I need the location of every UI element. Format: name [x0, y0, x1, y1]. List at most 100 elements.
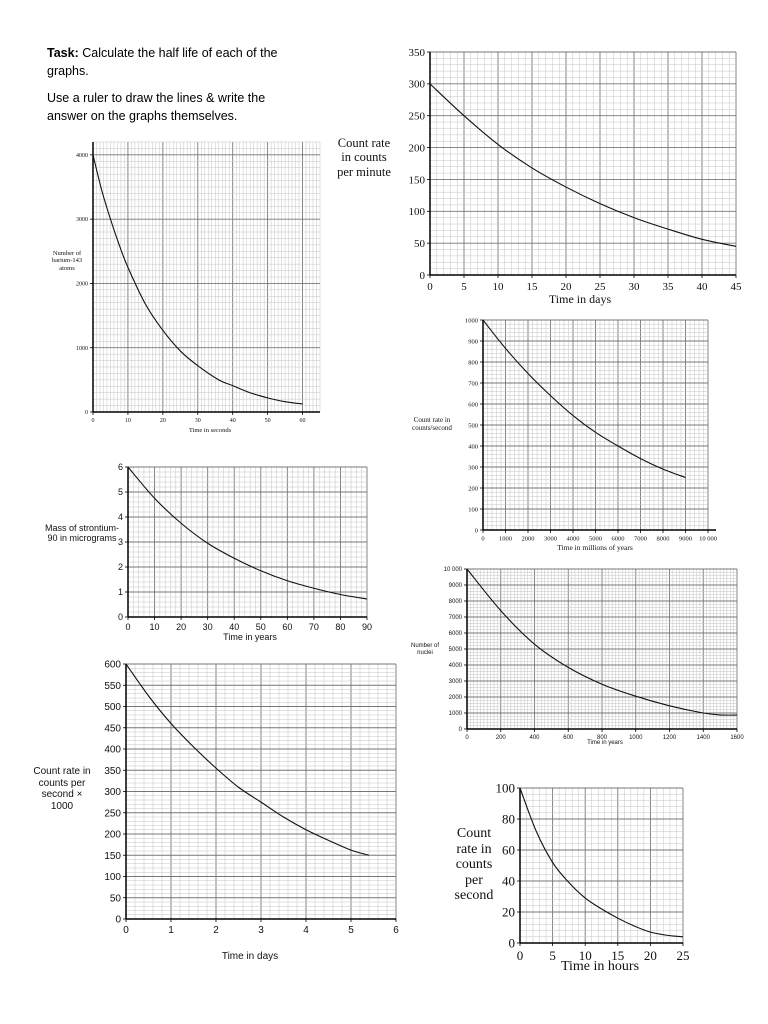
chart-6-y-tick-label: 250 [104, 808, 121, 819]
chart-7: 0 5 10 15 20 25 0 20 40 60 80 100 [496, 781, 690, 963]
chart2-ylabel: Count rate in counts per minute [337, 136, 391, 179]
chart1-xlabel: Time in seconds [188, 427, 232, 434]
chart-4-x-tick-label: 0 [125, 622, 130, 632]
chart-6: 0 1 2 3 4 5 6 0 50 100 150 200 250 300 350 400 450 500 550… [104, 660, 399, 937]
chart-4-y-tick-label: 3 [118, 537, 123, 547]
chart-2-y-tick-label: 50 [414, 238, 426, 250]
chart-4-grid [127, 466, 368, 618]
chart-5-y-tick-label: 10 000 [444, 567, 463, 573]
chart-2-x-tick-label: 0 [427, 281, 433, 293]
chart-3-y-tick-label: 300 [468, 464, 478, 471]
chart-3-x-tick-label: 1000 [499, 536, 512, 543]
chart-3-x-tick-label: 6000 [612, 536, 625, 543]
chart-1: 0 10 20 30 40 50 60 0 1000 2000 3000 4000 [76, 141, 321, 424]
chart-2-y-tick-label: 150 [409, 174, 426, 186]
chart-5-y-tick-label: 7000 [449, 615, 463, 621]
chart3-ylabel: Count rate in counts/second [412, 416, 452, 433]
chart-2-decay-curve [429, 83, 737, 247]
chart-6-y-tick-label: 0 [115, 915, 121, 926]
chart-7-x-tick-label: 15 [611, 948, 624, 963]
chart-6-decay-curve [125, 663, 370, 856]
chart-5-y-tick-label: 9000 [449, 583, 463, 589]
chart-3-x-tick-label: 0 [481, 536, 484, 543]
chart-5-y-tick-label: 3000 [449, 679, 463, 685]
chart-3-y-tick-label: 800 [468, 359, 478, 366]
chart-4-y-tick-label: 4 [118, 512, 123, 522]
chart-6-y-tick-label: 100 [104, 872, 121, 883]
chart7-xlabel: Time in hours [560, 959, 640, 974]
chart-1-y-tick-label: 0 [85, 410, 88, 416]
chart-6-y-tick-label: 200 [104, 830, 121, 841]
chart-5-x-tick-label: 800 [597, 735, 608, 741]
chart-4-x-tick-label: 70 [309, 622, 319, 632]
chart-5-x-tick-label: 200 [496, 735, 507, 741]
chart-7-y-tick-label: 100 [496, 781, 516, 796]
chart-7-grid [519, 787, 684, 944]
chart-1-y-tick-label: 1000 [76, 346, 88, 352]
chart-5-x-tick-label: 600 [563, 735, 574, 741]
task-bold-label: Task: [47, 46, 79, 60]
chart-2-y-tick-label: 0 [420, 270, 426, 282]
chart-1-x-tick-label: 10 [125, 418, 131, 424]
chart4-xlabel: Time in years [223, 632, 277, 642]
chart-6-grid [125, 663, 397, 920]
chart-3-y-tick-label: 700 [468, 380, 478, 387]
chart-2-x-tick-label: 20 [561, 281, 573, 293]
chart-5-y-tick-label: 2000 [449, 695, 463, 701]
chart-2-y-tick-label: 350 [409, 47, 426, 59]
chart-1-y-tick-label: 2000 [76, 282, 88, 288]
chart1-ylabel: Number of barium-143 atoms [51, 250, 83, 272]
chart-1-decay-curve [92, 154, 303, 405]
chart-3-y-tick-label: 600 [468, 401, 478, 408]
chart-3-y-tick-label: 200 [468, 485, 478, 492]
chart-3-y-tick-label: 1000 [465, 317, 478, 324]
chart-1-x-tick-label: 40 [230, 418, 236, 424]
chart-1-grid [92, 141, 321, 413]
chart-6-y-tick-label: 500 [104, 702, 121, 713]
chart-7-y-tick-label: 20 [502, 905, 515, 920]
chart-4-decay-curve [127, 466, 368, 600]
chart-6-x-tick-label: 0 [123, 925, 129, 936]
chart-3-x-tick-label: 3000 [544, 536, 557, 543]
chart-7-x-tick-label: 5 [549, 948, 556, 963]
chart-5-x-tick-label: 0 [465, 735, 469, 741]
chart-6-y-tick-label: 400 [104, 745, 121, 756]
task-text-2: Use a ruler to draw the lines & write th… [47, 91, 266, 123]
chart-5-x-tick-label: 1000 [629, 735, 643, 741]
chart-1-x-tick-label: 0 [92, 418, 95, 424]
chart-3-x-tick-label: 5000 [589, 536, 602, 543]
task-text-1: Calculate the half life of each of the g… [47, 46, 278, 78]
chart-5-y-tick-label: 1000 [449, 711, 463, 717]
chart-3-x-tick-label: 2000 [522, 536, 535, 543]
chart-5: 0 200 400 600 800 1000 1200 1400 1600 0 1000 2000 30… [444, 567, 745, 741]
chart-5-x-tick-label: 1600 [730, 735, 744, 741]
chart-7-y-tick-label: 0 [509, 936, 516, 951]
chart-4-x-tick-label: 90 [362, 622, 372, 632]
chart-1-x-tick-label: 60 [300, 418, 306, 424]
chart-6-x-tick-label: 6 [393, 925, 399, 936]
chart-4-y-tick-label: 0 [118, 612, 123, 622]
chart-1-x-tick-label: 30 [195, 418, 201, 424]
chart-6-y-tick-label: 450 [104, 723, 121, 734]
chart-4-x-tick-label: 60 [282, 622, 292, 632]
chart-3-decay-curve [482, 319, 686, 479]
chart-6-y-tick-label: 550 [104, 681, 121, 692]
chart-7-x-tick-label: 10 [579, 948, 592, 963]
chart2-xlabel: Time in days [548, 292, 612, 306]
chart-7-x-tick-label: 0 [517, 948, 524, 963]
chart-3-y-tick-label: 100 [468, 506, 478, 513]
chart-5-y-tick-label: 0 [459, 727, 463, 733]
chart-6-x-tick-label: 5 [348, 925, 354, 936]
chart-5-y-tick-label: 5000 [449, 647, 463, 653]
chart-4-x-tick-label: 20 [176, 622, 186, 632]
chart-1-x-tick-label: 50 [265, 418, 271, 424]
chart-4-y-tick-label: 1 [118, 587, 123, 597]
chart-4-x-tick-label: 30 [203, 622, 213, 632]
chart-2-grid [429, 51, 737, 276]
chart7-ylabel: Count rate in counts per second [454, 826, 494, 903]
chart-2: 0 5 10 15 20 25 30 35 40 45 0 50 100 150 200 250 300 350 [409, 47, 743, 293]
chart-3-y-tick-label: 0 [475, 527, 478, 534]
chart-7-decay-curve [519, 787, 684, 938]
